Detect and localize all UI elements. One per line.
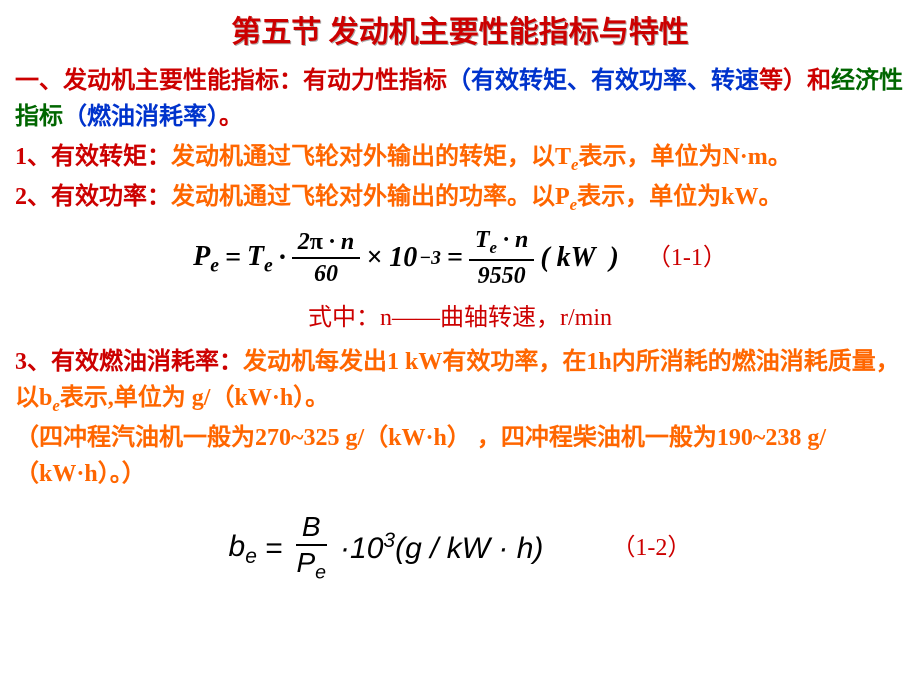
heading-and: 和 — [807, 68, 831, 94]
formula-1-row: Pe = Te · 2π · n 60 × 10−3 = Te · n 9550… — [15, 227, 905, 290]
item-3-label: 3、有效燃油消耗率： — [15, 349, 243, 375]
heading-etc: 等） — [759, 68, 807, 94]
item-3-text2: 表示,单位为 g/（kW·h）。 — [60, 385, 329, 411]
item-2: 2、有效功率：发动机通过飞轮对外输出的功率。以Pe表示，单位为kW。 — [15, 179, 905, 217]
item-1-label: 1、有效转矩： — [15, 144, 171, 170]
formula-2-row: be = B Pe ·103(g / kW · h) （1-2） — [15, 512, 905, 585]
page-title: 第五节 发动机主要性能指标与特性 — [15, 10, 905, 55]
heading-blue: （有效转矩、有效功率、转速 — [447, 68, 759, 94]
section-heading: 一、发动机主要性能指标：有动力性指标（有效转矩、有效功率、转速等）和经济性指标（… — [15, 63, 905, 135]
item-2-sub: e — [570, 195, 577, 214]
formula-1-note: 式中：n——曲轴转速，r/min — [15, 300, 905, 336]
item-3-note: （四冲程汽油机一般为270~325 g/（kW·h） ，四冲程柴油机一般为190… — [15, 420, 905, 492]
eqnum-1: （1-1） — [647, 240, 727, 276]
heading-prefix: 一、发动机主要性能指标： — [15, 68, 303, 94]
heading-end: 。 — [219, 104, 243, 130]
formula-2: be = B Pe ·103(g / kW · h) — [229, 512, 544, 585]
item-3-sub: e — [52, 395, 59, 414]
item-2-text: 发动机通过飞轮对外输出的功率。以P — [171, 184, 570, 210]
item-1-text: 发动机通过飞轮对外输出的转矩，以T — [171, 144, 571, 170]
heading-fuel: （燃油消耗率） — [63, 104, 219, 130]
heading-dynamic: 有动力性指标 — [303, 68, 447, 94]
item-1-text2: 表示，单位为N·m。 — [578, 144, 791, 170]
item-1: 1、有效转矩：发动机通过飞轮对外输出的转矩，以Te表示，单位为N·m。 — [15, 139, 905, 177]
formula-1: Pe = Te · 2π · n 60 × 10−3 = Te · n 9550… — [193, 227, 619, 290]
item-2-label: 2、有效功率： — [15, 184, 171, 210]
eqnum-2: （1-2） — [611, 530, 691, 566]
item-2-text2: 表示，单位为kW。 — [577, 184, 782, 210]
item-3: 3、有效燃油消耗率：发动机每发出1 kW有效功率，在1h内所消耗的燃油消耗质量，… — [15, 344, 905, 418]
